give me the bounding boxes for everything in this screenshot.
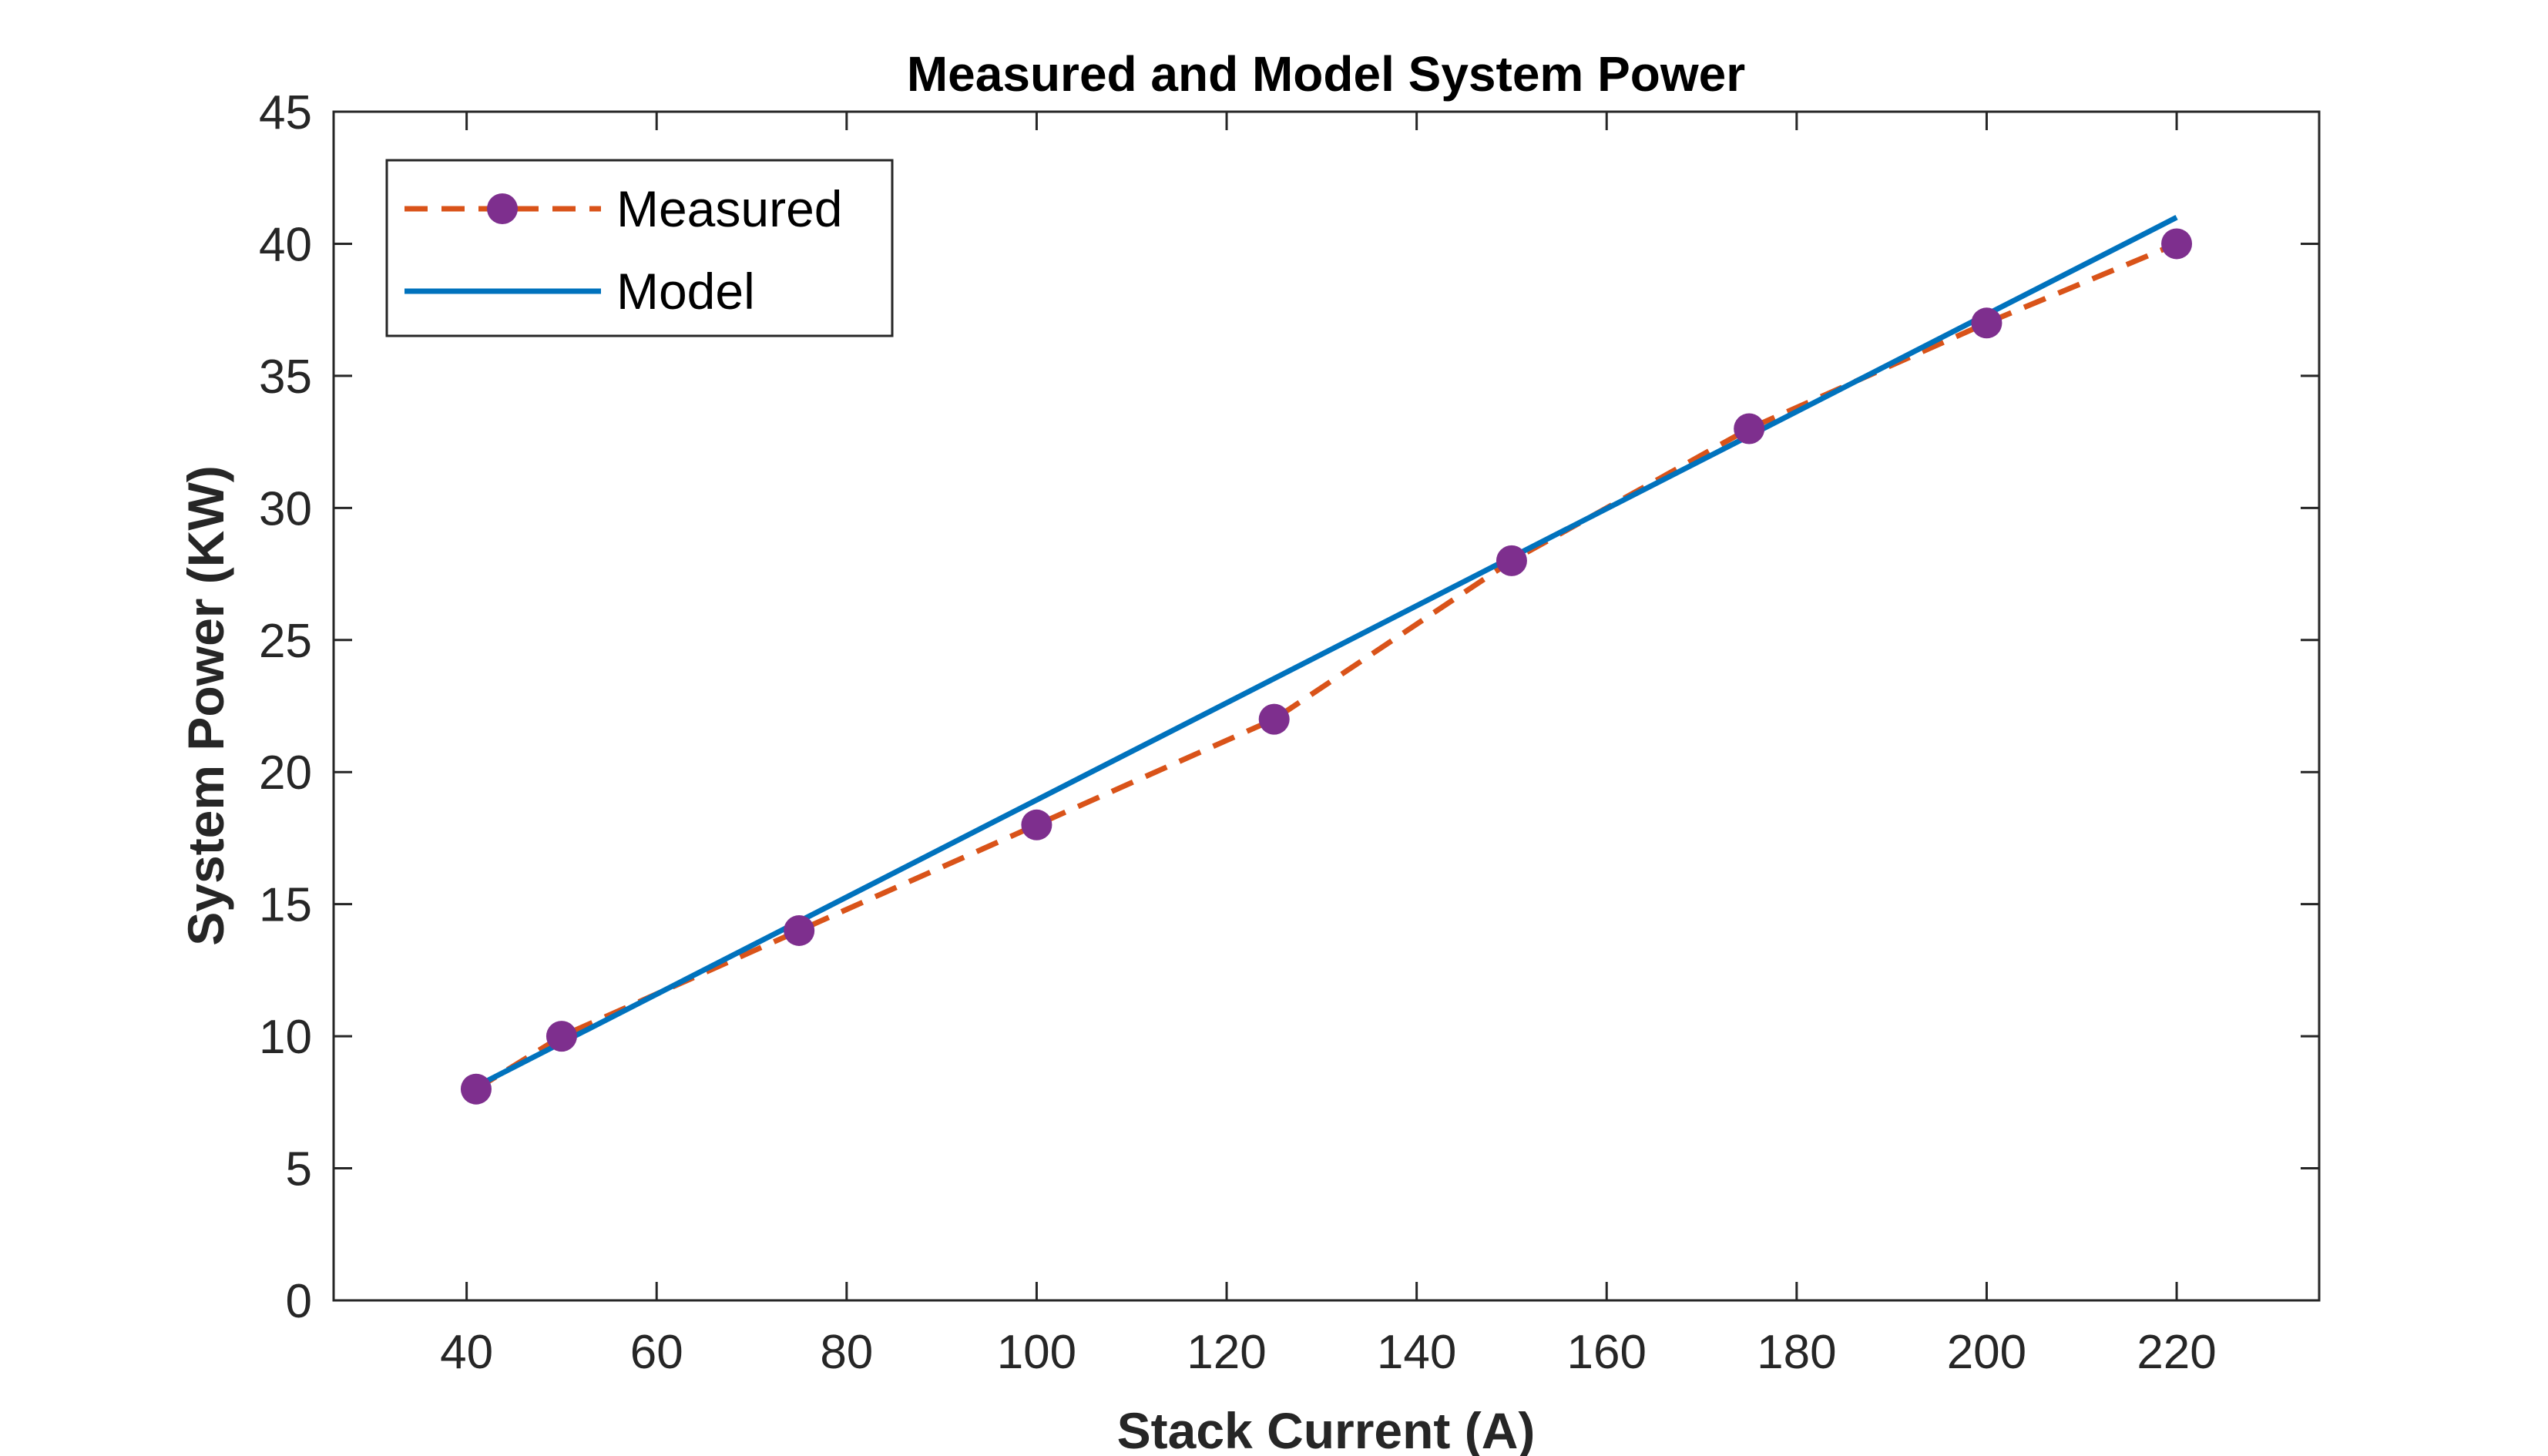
x-tick-label: 160 — [1567, 1326, 1647, 1379]
measured-point — [1734, 413, 1765, 445]
y-tick-label: 25 — [259, 615, 312, 668]
legend-box — [385, 159, 894, 337]
legend-measured-label: Measured — [616, 180, 843, 237]
x-tick-label: 140 — [1377, 1326, 1456, 1379]
y-axis-label: System Power (KW) — [177, 465, 234, 945]
legend: Measured Model — [385, 159, 894, 337]
measured-point — [1021, 809, 1052, 840]
chart-title: Measured and Model System Power — [907, 46, 1745, 102]
x-tick-label: 120 — [1187, 1326, 1266, 1379]
measured-point — [546, 1021, 577, 1052]
measured-point — [784, 914, 815, 946]
y-tick-label: 10 — [259, 1011, 312, 1064]
y-tick-label: 45 — [259, 86, 312, 139]
x-axis-label: Stack Current (A) — [1117, 1402, 1536, 1456]
measured-point — [1971, 307, 2002, 339]
legend-measured-marker — [487, 193, 518, 224]
y-tick-label: 40 — [259, 218, 312, 271]
x-tick-label: 180 — [1757, 1326, 1836, 1379]
measured-point — [460, 1073, 492, 1105]
x-tick-label: 200 — [1947, 1326, 2026, 1379]
measured-point — [1496, 545, 1527, 576]
x-tick-label: 40 — [440, 1326, 493, 1379]
y-tick-label: 20 — [259, 746, 312, 800]
y-tick-label: 0 — [286, 1275, 312, 1328]
plot-frame — [332, 110, 2321, 1302]
y-tick-label: 5 — [286, 1143, 312, 1196]
y-tick-label: 30 — [259, 482, 312, 535]
measured-point — [1258, 703, 1290, 735]
legend-model-label: Model — [616, 263, 755, 320]
y-tick-label: 35 — [259, 351, 312, 404]
measured-point — [2161, 228, 2193, 260]
series-layer — [460, 215, 2193, 1105]
x-tick-label: 100 — [997, 1326, 1076, 1379]
x-tick-label: 220 — [2137, 1326, 2216, 1379]
series-model-line — [475, 215, 2178, 1089]
x-tick-label: 80 — [820, 1326, 873, 1379]
x-tick-label: 60 — [630, 1326, 683, 1379]
y-tick-label: 15 — [259, 879, 312, 932]
ticks-layer: 40 60 80 100 120 140 160 180 200 220 0 5 10 15 20 25 30 3… — [259, 86, 2319, 1379]
